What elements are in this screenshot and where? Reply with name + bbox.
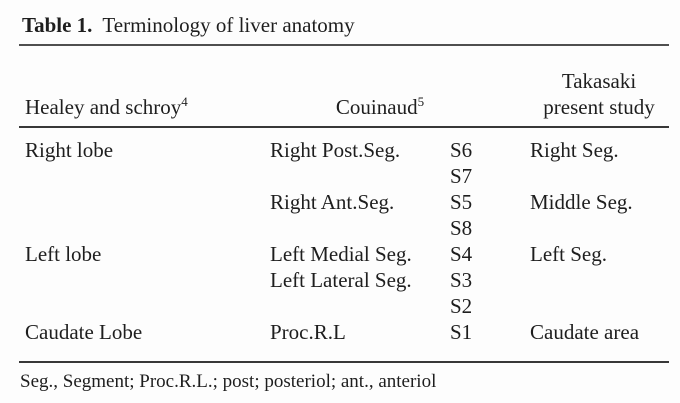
cell-couinaud (270, 215, 450, 241)
cell-healey-schroy (20, 215, 270, 241)
cell-segment: S5 (450, 190, 473, 214)
table-number-label: Table 1. (22, 13, 93, 37)
cell-healey-schroy: Caudate Lobe (25, 320, 143, 344)
cell-healey-schroy (20, 293, 270, 319)
table-footnote: Seg., Segment; Proc.R.L.; post; posterio… (20, 371, 437, 392)
cell-segment: S8 (450, 216, 473, 240)
cell-segment: S1 (450, 320, 473, 344)
header-couinaud-superscript: 5 (417, 94, 425, 109)
header-takasaki-line1: Takasaki (561, 69, 637, 93)
cell-segment: S7 (450, 164, 473, 188)
table-body: Right lobe Right Post.Seg. S6 Right Seg.… (20, 137, 668, 345)
cell-segment: S4 (450, 242, 473, 266)
cell-healey-schroy: Right lobe (25, 138, 114, 162)
cell-segment: S3 (450, 268, 473, 292)
cell-healey-schroy (20, 163, 270, 189)
cell-segment: S2 (450, 294, 473, 318)
table-title: Table 1. Terminology of liver anatomy (22, 12, 355, 38)
cell-takasaki (530, 163, 668, 189)
cell-takasaki: Right Seg. (530, 138, 619, 162)
cell-couinaud: Right Post.Seg. (270, 138, 401, 162)
rule-under-title (19, 44, 669, 46)
header-healey-text: Healey and schroy (25, 95, 182, 119)
header-couinaud: Couinaud5 (270, 94, 530, 120)
table-caption: Terminology of liver anatomy (102, 13, 355, 37)
cell-segment: S6 (450, 138, 473, 162)
rule-under-header (19, 126, 669, 128)
cell-healey-schroy (20, 267, 270, 293)
cell-takasaki: Caudate area (530, 320, 640, 344)
cell-takasaki: Left Seg. (530, 242, 607, 266)
cell-couinaud (270, 293, 450, 319)
header-couinaud-text: Couinaud (335, 95, 418, 119)
header-healey-superscript: 4 (181, 94, 188, 109)
rule-above-footnote (19, 361, 669, 363)
cell-takasaki (530, 267, 668, 293)
cell-healey-schroy: Left lobe (25, 242, 102, 266)
cell-couinaud: Right Ant.Seg. (270, 190, 395, 214)
cell-takasaki (530, 293, 668, 319)
header-healey-schroy: Healey and schroy4 (20, 94, 270, 120)
cell-takasaki: Middle Seg. (530, 190, 633, 214)
cell-couinaud: Left Medial Seg. (270, 242, 412, 266)
cell-couinaud: Proc.R.L (270, 320, 346, 344)
cell-couinaud (270, 163, 450, 189)
cell-couinaud: Left Lateral Seg. (270, 268, 412, 292)
header-takasaki: Takasaki present study (530, 68, 668, 120)
header-takasaki-line2: present study (543, 95, 655, 119)
cell-takasaki (530, 215, 668, 241)
cell-healey-schroy (20, 189, 270, 215)
table-header-row: Healey and schroy4 Couinaud5 Takasaki pr… (20, 50, 668, 120)
